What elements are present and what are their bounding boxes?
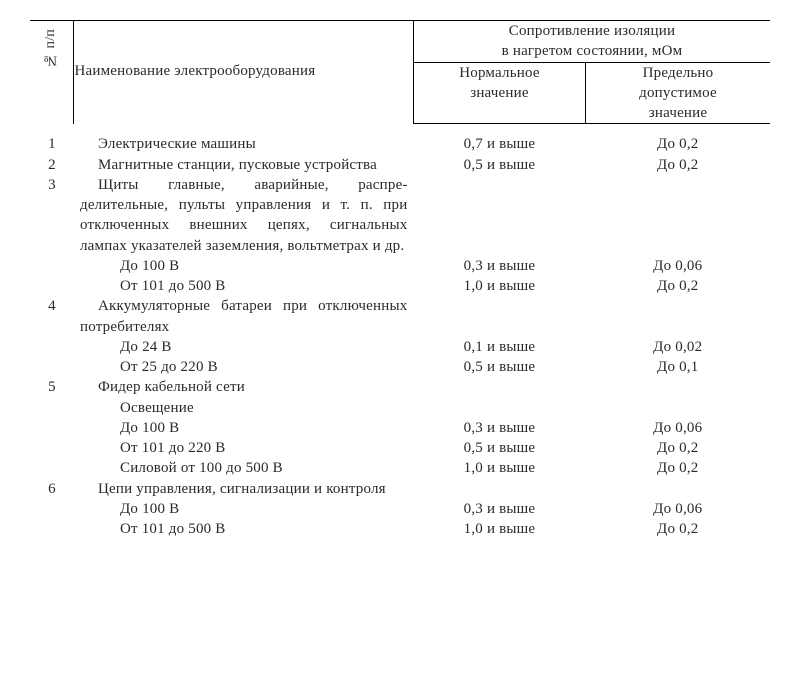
row-lim: До 0,2 xyxy=(586,155,771,175)
row-lim: До 0,06 xyxy=(586,499,771,519)
header-group-label: Сопротивление изоляции в нагретом состоя… xyxy=(502,21,683,62)
row-lim: До 0,1 xyxy=(586,357,771,377)
row-norm: 1,0 и выше xyxy=(413,458,585,478)
row-norm: 1,0 и выше xyxy=(413,519,585,539)
header-name-cell: Наименование электрооборудования xyxy=(74,21,413,124)
row-norm xyxy=(413,377,585,397)
row-name: Магнитные станции, пусковые уст­ройства xyxy=(74,155,413,175)
row-lim: До 0,2 xyxy=(586,134,771,154)
row-name-sub: От 101 до 500 В xyxy=(74,519,413,539)
row-lim: До 0,06 xyxy=(586,256,771,276)
row-name: Аккумуляторные батареи при от­ключенных … xyxy=(74,296,413,337)
row-name: Щиты главные, аварийные, распре­делитель… xyxy=(74,175,413,256)
row-lim: До 0,2 xyxy=(586,458,771,478)
row-lim xyxy=(586,175,771,256)
row-name-sub: До 24 В xyxy=(74,337,413,357)
row-name-sub: Силовой от 100 до 500 В xyxy=(74,458,413,478)
row-num: 1 xyxy=(30,134,74,154)
row-name-sub: От 25 до 220 В xyxy=(74,357,413,377)
header-norm-label: Нормальное значение xyxy=(459,63,539,104)
row-lim: До 0,02 xyxy=(586,337,771,357)
table-row: Силовой от 100 до 500 В1,0 и вышеДо 0,2 xyxy=(30,458,770,478)
row-norm xyxy=(413,296,585,337)
row-num: 6 xyxy=(30,479,74,499)
row-lim: До 0,2 xyxy=(586,519,771,539)
table-row: 1Электрические машины0,7 и вышеДо 0,2 xyxy=(30,134,770,154)
row-num xyxy=(30,256,74,276)
table-row: От 101 до 220 В0,5 и вышеДо 0,2 xyxy=(30,438,770,458)
row-lim xyxy=(586,377,771,397)
row-name: Фидер кабельной сети xyxy=(74,377,413,397)
row-norm: 0,5 и выше xyxy=(413,155,585,175)
row-num: 3 xyxy=(30,175,74,256)
row-norm xyxy=(413,398,585,418)
row-norm: 0,3 и выше xyxy=(413,256,585,276)
row-name: Цепи управления, сигнализации и контроля xyxy=(74,479,413,499)
header-norm-cell: Нормальное значение xyxy=(413,62,585,124)
row-norm: 0,3 и выше xyxy=(413,499,585,519)
row-lim xyxy=(586,479,771,499)
row-num xyxy=(30,337,74,357)
table-row: 6Цепи управления, сигнализации и контрол… xyxy=(30,479,770,499)
row-norm: 0,5 и выше xyxy=(413,438,585,458)
table-row: До 24 В0,1 и вышеДо 0,02 xyxy=(30,337,770,357)
table-row: До 100 В0,3 и вышеДо 0,06 xyxy=(30,256,770,276)
row-name-sub: До 100 В xyxy=(74,499,413,519)
row-num xyxy=(30,418,74,438)
row-norm xyxy=(413,479,585,499)
row-lim: До 0,06 xyxy=(586,418,771,438)
row-name-sub: Освещение xyxy=(74,398,413,418)
table-row: 5Фидер кабельной сети xyxy=(30,377,770,397)
row-num xyxy=(30,276,74,296)
header-num-cell: № п/п xyxy=(30,21,74,124)
row-name-sub: От 101 до 220 В xyxy=(74,438,413,458)
header-name-label: Наименование электрооборудования xyxy=(74,21,412,81)
row-num xyxy=(30,458,74,478)
row-lim: До 0,2 xyxy=(586,438,771,458)
row-lim xyxy=(586,296,771,337)
row-lim xyxy=(586,398,771,418)
row-num xyxy=(30,438,74,458)
row-norm: 0,7 и выше xyxy=(413,134,585,154)
header-num-label: № п/п xyxy=(42,21,61,75)
table-row: От 101 до 500 В1,0 и вышеДо 0,2 xyxy=(30,519,770,539)
row-norm xyxy=(413,175,585,256)
row-num: 4 xyxy=(30,296,74,337)
row-name-sub: От 101 до 500 В xyxy=(74,276,413,296)
row-name-sub: До 100 В xyxy=(74,256,413,276)
row-norm: 0,5 и выше xyxy=(413,357,585,377)
header-lim-label: Предельно допустимое значение xyxy=(639,63,717,124)
table-row: До 100 В0,3 и вышеДо 0,06 xyxy=(30,418,770,438)
row-norm: 0,3 и выше xyxy=(413,418,585,438)
row-num xyxy=(30,519,74,539)
table-row: До 100 В0,3 и вышеДо 0,06 xyxy=(30,499,770,519)
insulation-resistance-table: № п/п Наименование электрооборудования С… xyxy=(30,20,770,539)
table-row: 4Аккумуляторные батареи при от­ключенных… xyxy=(30,296,770,337)
header-lim-cell: Предельно допустимое значение xyxy=(586,62,771,124)
header-group-cell: Сопротивление изоляции в нагретом состоя… xyxy=(413,21,770,63)
row-norm: 1,0 и выше xyxy=(413,276,585,296)
row-num xyxy=(30,499,74,519)
table-row: От 25 до 220 В0,5 и вышеДо 0,1 xyxy=(30,357,770,377)
row-norm: 0,1 и выше xyxy=(413,337,585,357)
row-lim: До 0,2 xyxy=(586,276,771,296)
table-row: От 101 до 500 В1,0 и вышеДо 0,2 xyxy=(30,276,770,296)
row-num xyxy=(30,398,74,418)
row-num: 2 xyxy=(30,155,74,175)
table-row: 3Щиты главные, аварийные, распре­делител… xyxy=(30,175,770,256)
row-num xyxy=(30,357,74,377)
table-row: 2Магнитные станции, пусковые уст­ройства… xyxy=(30,155,770,175)
row-name: Электрические машины xyxy=(74,134,413,154)
table-row: Освещение xyxy=(30,398,770,418)
row-num: 5 xyxy=(30,377,74,397)
row-name-sub: До 100 В xyxy=(74,418,413,438)
